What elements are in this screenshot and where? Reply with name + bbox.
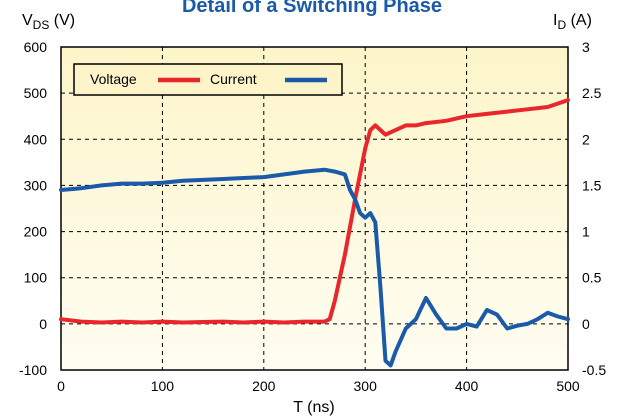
x-axis-ticks: 0 100 200 300 400 500 (57, 378, 580, 394)
grid (61, 47, 568, 370)
y-left-tick-label: 500 (24, 85, 48, 101)
y-right-tick-label: 0 (582, 316, 590, 332)
y-right-tick-label: 1.5 (582, 177, 602, 193)
legend: Voltage Current (73, 63, 343, 96)
y-left-tick-label: 300 (24, 177, 48, 193)
chart-title: Detail of a Switching Phase (182, 0, 442, 17)
series-group (59, 98, 570, 368)
y-right-tick-label: 0.5 (582, 270, 602, 286)
legend-label-voltage: Voltage (90, 71, 137, 87)
x-tick-label: 200 (252, 378, 276, 394)
x-tick-label: 0 (57, 378, 65, 394)
y-left-tick-label: 600 (24, 39, 48, 55)
y-right-axis-ticks: -0.5 0 0.5 1 1.5 2 2.5 3 (582, 39, 606, 378)
y-right-tick-label: 3 (582, 39, 590, 55)
y-left-axis-ticks: -100 0 100 200 300 400 500 600 (19, 39, 47, 378)
x-tick-label: 500 (556, 378, 580, 394)
x-axis-title: T (ns) (293, 399, 334, 416)
y-left-tick-label: -100 (19, 362, 47, 378)
x-tick-label: 400 (455, 378, 479, 394)
y-right-axis-title: ID (A) (553, 12, 592, 32)
y-left-tick-label: 200 (24, 224, 48, 240)
series-line-voltage (59, 98, 570, 325)
y-right-tick-label: 2 (582, 131, 590, 147)
y-left-axis-title: VDS (V) (22, 12, 75, 32)
y-left-tick-label: 0 (39, 316, 47, 332)
y-right-tick-label: -0.5 (582, 362, 606, 378)
legend-label-current: Current (210, 71, 257, 87)
y-right-tick-label: 2.5 (582, 85, 602, 101)
y-left-tick-label: 400 (24, 131, 48, 147)
x-tick-label: 100 (151, 378, 175, 394)
y-right-tick-label: 1 (582, 224, 590, 240)
x-tick-label: 300 (354, 378, 378, 394)
y-left-tick-label: 100 (24, 270, 48, 286)
series-line-current (59, 167, 570, 368)
